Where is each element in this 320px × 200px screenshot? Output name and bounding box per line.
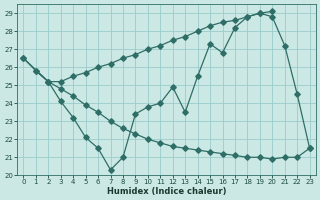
X-axis label: Humidex (Indice chaleur): Humidex (Indice chaleur) [107, 187, 226, 196]
